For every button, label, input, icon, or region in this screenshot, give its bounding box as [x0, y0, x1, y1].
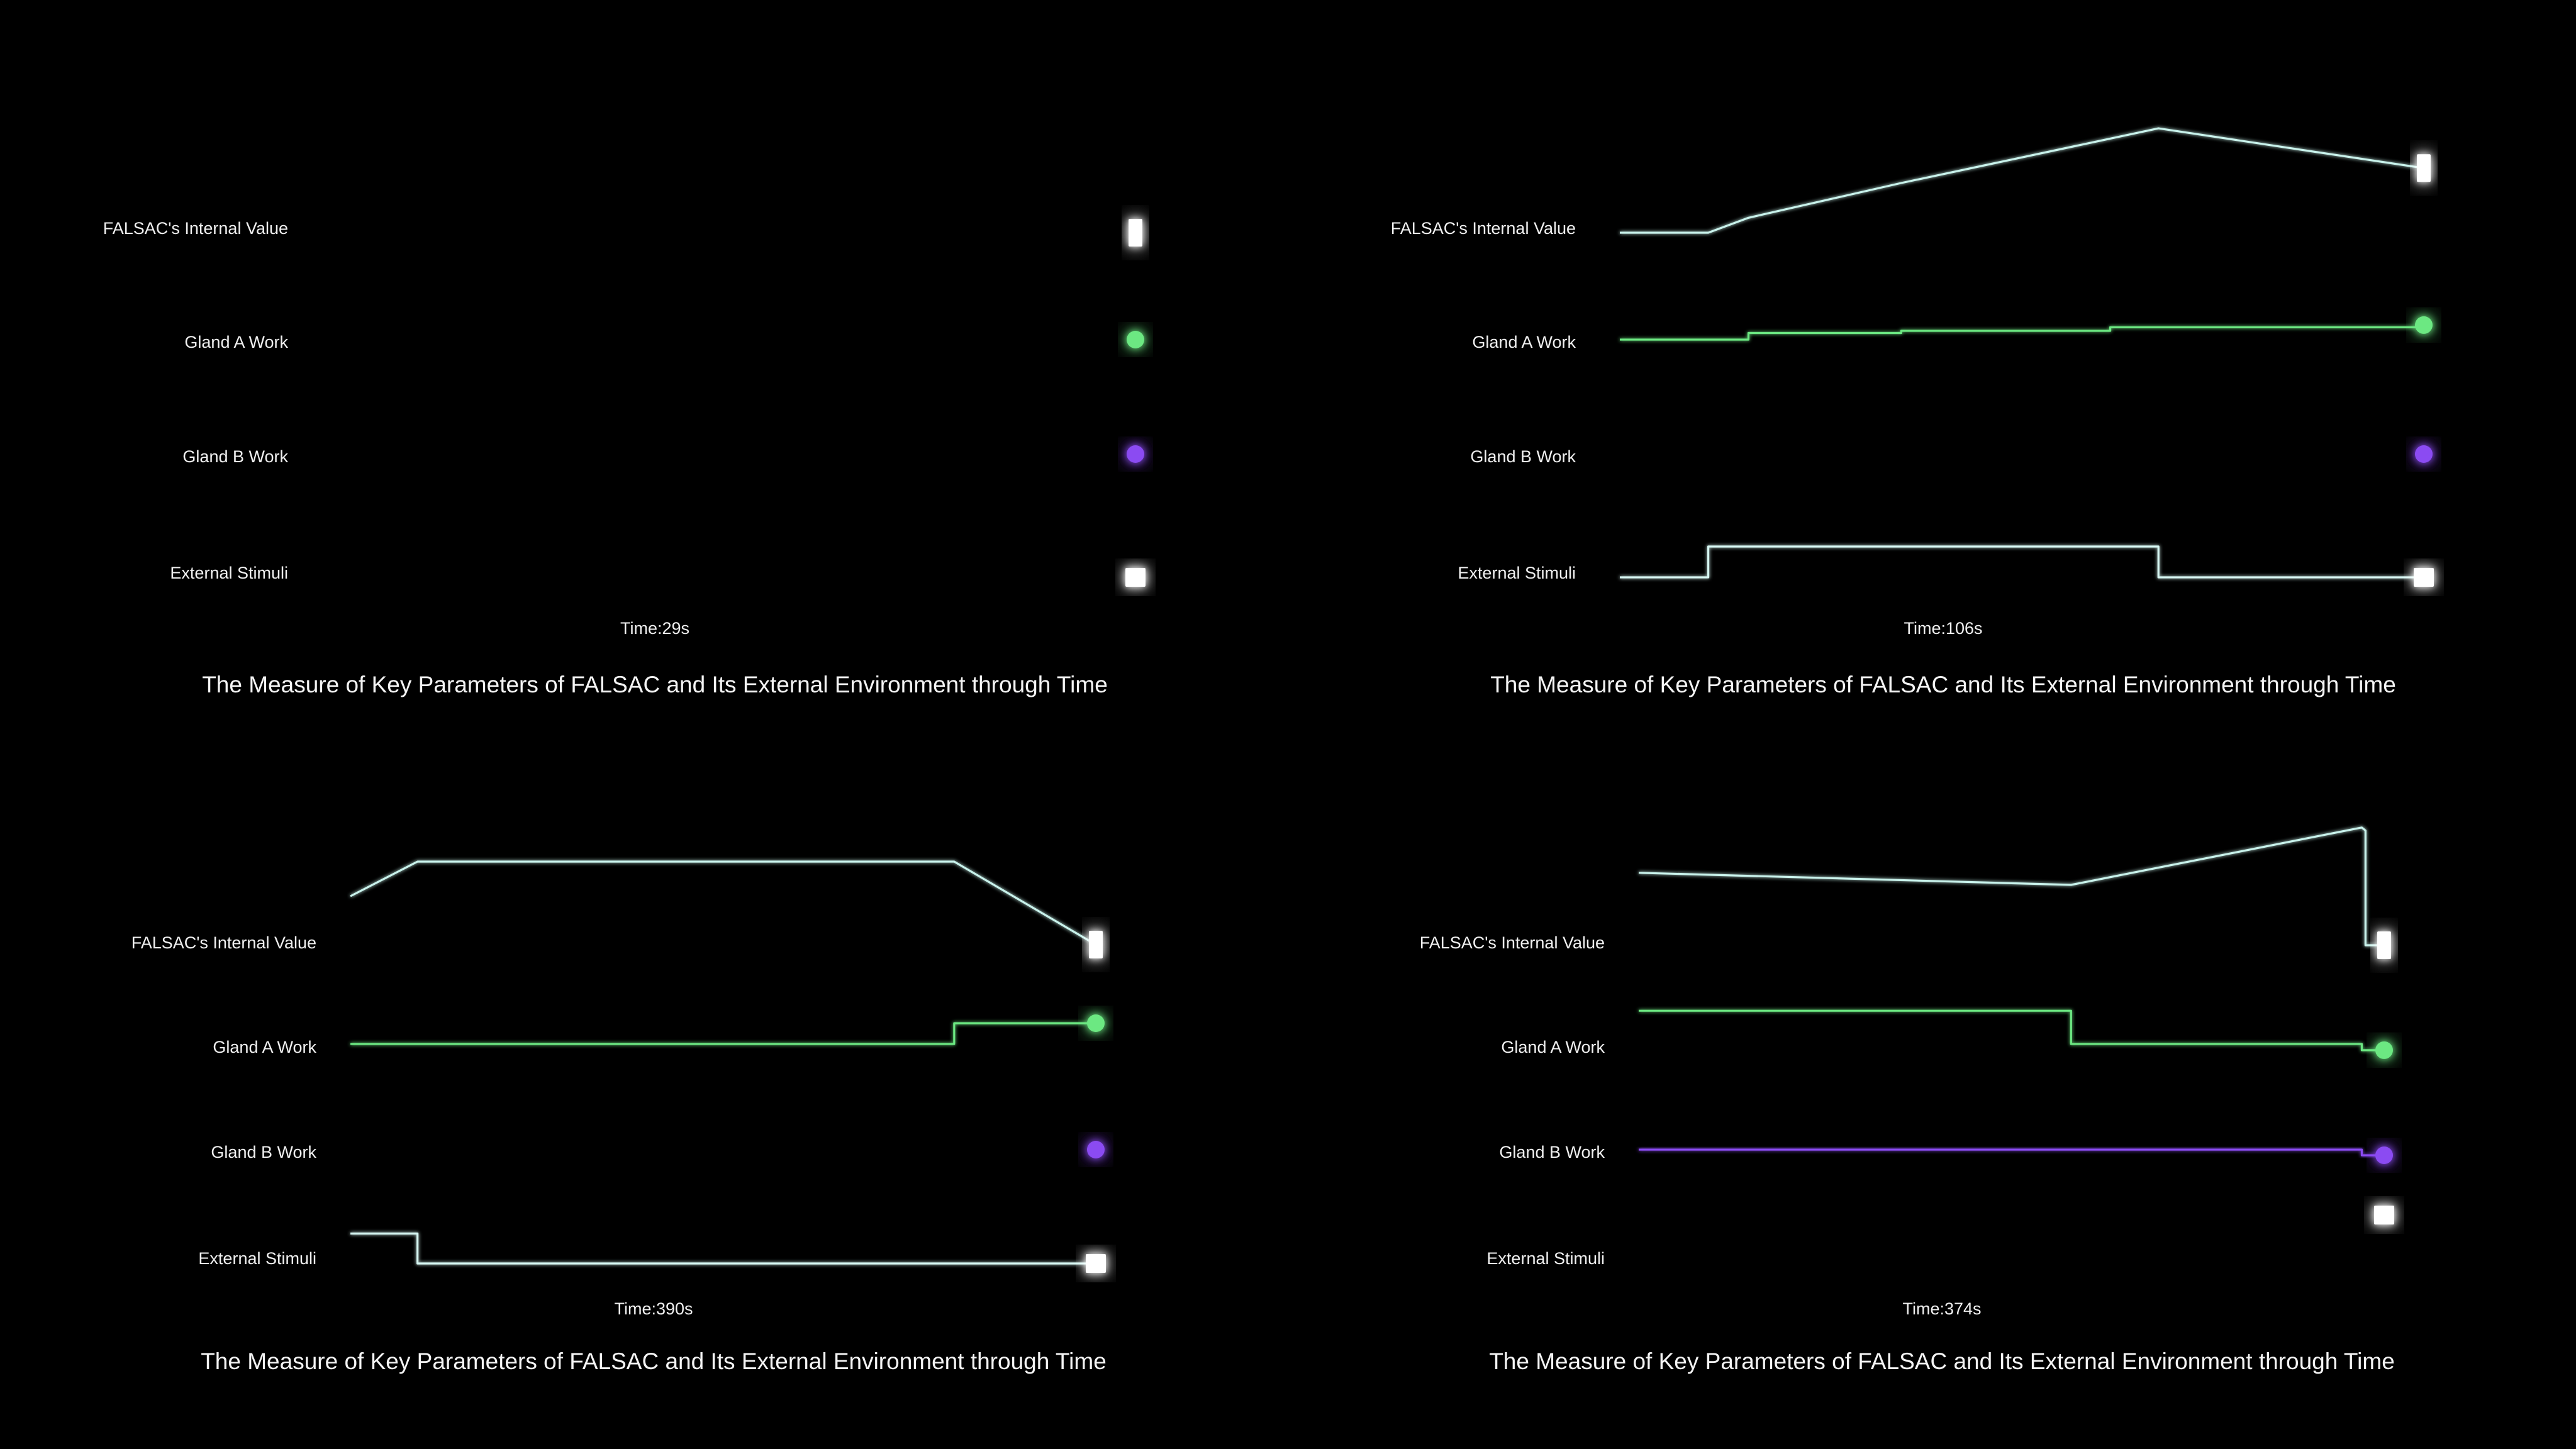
- row-label-gland-b: Gland B Work: [1470, 447, 1576, 466]
- series-line-stimuli: [350, 1232, 1096, 1265]
- panel-2: FALSAC's Internal Value Gland A Work Gla…: [1391, 127, 2434, 697]
- end-marker-gland-a: [1087, 1014, 1105, 1032]
- series-line-gland-a: [1620, 325, 2425, 341]
- row-label-gland-b: Gland B Work: [1499, 1143, 1605, 1162]
- plot-area: [1620, 127, 2434, 587]
- series-line-falsac: [1638, 826, 2384, 947]
- chart-title: The Measure of Key Parameters of FALSAC …: [202, 672, 1108, 697]
- time-label: Time:29s: [620, 619, 689, 638]
- end-marker-gland-a: [1127, 331, 1144, 348]
- end-marker-stimuli: [2414, 568, 2434, 587]
- plot-area: [350, 860, 1106, 1273]
- time-label: Time:390s: [614, 1299, 693, 1318]
- end-marker-gland-a: [2415, 316, 2433, 334]
- end-marker-falsac: [2417, 154, 2431, 182]
- series-line-gland-a: [350, 1022, 1096, 1045]
- time-label: Time:374s: [1902, 1299, 1981, 1318]
- row-label-falsac: FALSAC's Internal Value: [131, 933, 316, 952]
- series-line-stimuli: [1620, 545, 2424, 579]
- end-marker-falsac: [2377, 931, 2391, 959]
- row-label-stimuli: External Stimuli: [1486, 1249, 1605, 1268]
- chart-title: The Measure of Key Parameters of FALSAC …: [1490, 672, 2396, 697]
- row-label-falsac: FALSAC's Internal Value: [1420, 933, 1605, 952]
- row-label-gland-a: Gland A Work: [1472, 333, 1576, 352]
- end-marker-gland-b: [1087, 1141, 1105, 1158]
- row-label-gland-a: Gland A Work: [213, 1038, 316, 1057]
- series-line-falsac: [1620, 127, 2424, 234]
- row-label-gland-b: Gland B Work: [211, 1143, 316, 1162]
- series-line-falsac: [350, 860, 1096, 946]
- row-label-stimuli: External Stimuli: [1458, 564, 1576, 582]
- end-marker-stimuli: [1125, 568, 1146, 587]
- chart-title: The Measure of Key Parameters of FALSAC …: [1489, 1348, 2395, 1374]
- chart-title: The Measure of Key Parameters of FALSAC …: [201, 1348, 1107, 1374]
- series-line-gland-b: [1639, 1148, 2384, 1157]
- plot-area: [332, 219, 1146, 587]
- time-label: Time:106s: [1904, 619, 1982, 638]
- panel-3: FALSAC's Internal Value Gland A Work Gla…: [131, 860, 1107, 1374]
- row-label-falsac: FALSAC's Internal Value: [103, 219, 288, 238]
- end-marker-gland-b: [2375, 1146, 2393, 1164]
- end-marker-falsac: [1129, 219, 1142, 247]
- panel-1: FALSAC's Internal Value Gland A Work Gla…: [103, 219, 1146, 697]
- end-marker-falsac: [1089, 931, 1103, 958]
- row-label-gland-a: Gland A Work: [184, 333, 288, 352]
- row-label-stimuli: External Stimuli: [198, 1249, 316, 1268]
- plot-area: [1638, 826, 2394, 1224]
- row-label-gland-b: Gland B Work: [182, 447, 288, 466]
- end-marker-gland-a: [2375, 1041, 2393, 1059]
- end-marker-gland-b: [2415, 445, 2433, 463]
- row-label-falsac: FALSAC's Internal Value: [1391, 219, 1576, 238]
- row-label-stimuli: External Stimuli: [170, 564, 288, 582]
- series-line-gland-a: [1639, 1009, 2384, 1052]
- panel-4: FALSAC's Internal Value Gland A Work Gla…: [1420, 826, 2395, 1374]
- end-marker-gland-b: [1127, 445, 1144, 463]
- end-marker-stimuli: [2374, 1206, 2394, 1224]
- row-label-gland-a: Gland A Work: [1501, 1038, 1605, 1057]
- end-marker-stimuli: [1086, 1254, 1106, 1273]
